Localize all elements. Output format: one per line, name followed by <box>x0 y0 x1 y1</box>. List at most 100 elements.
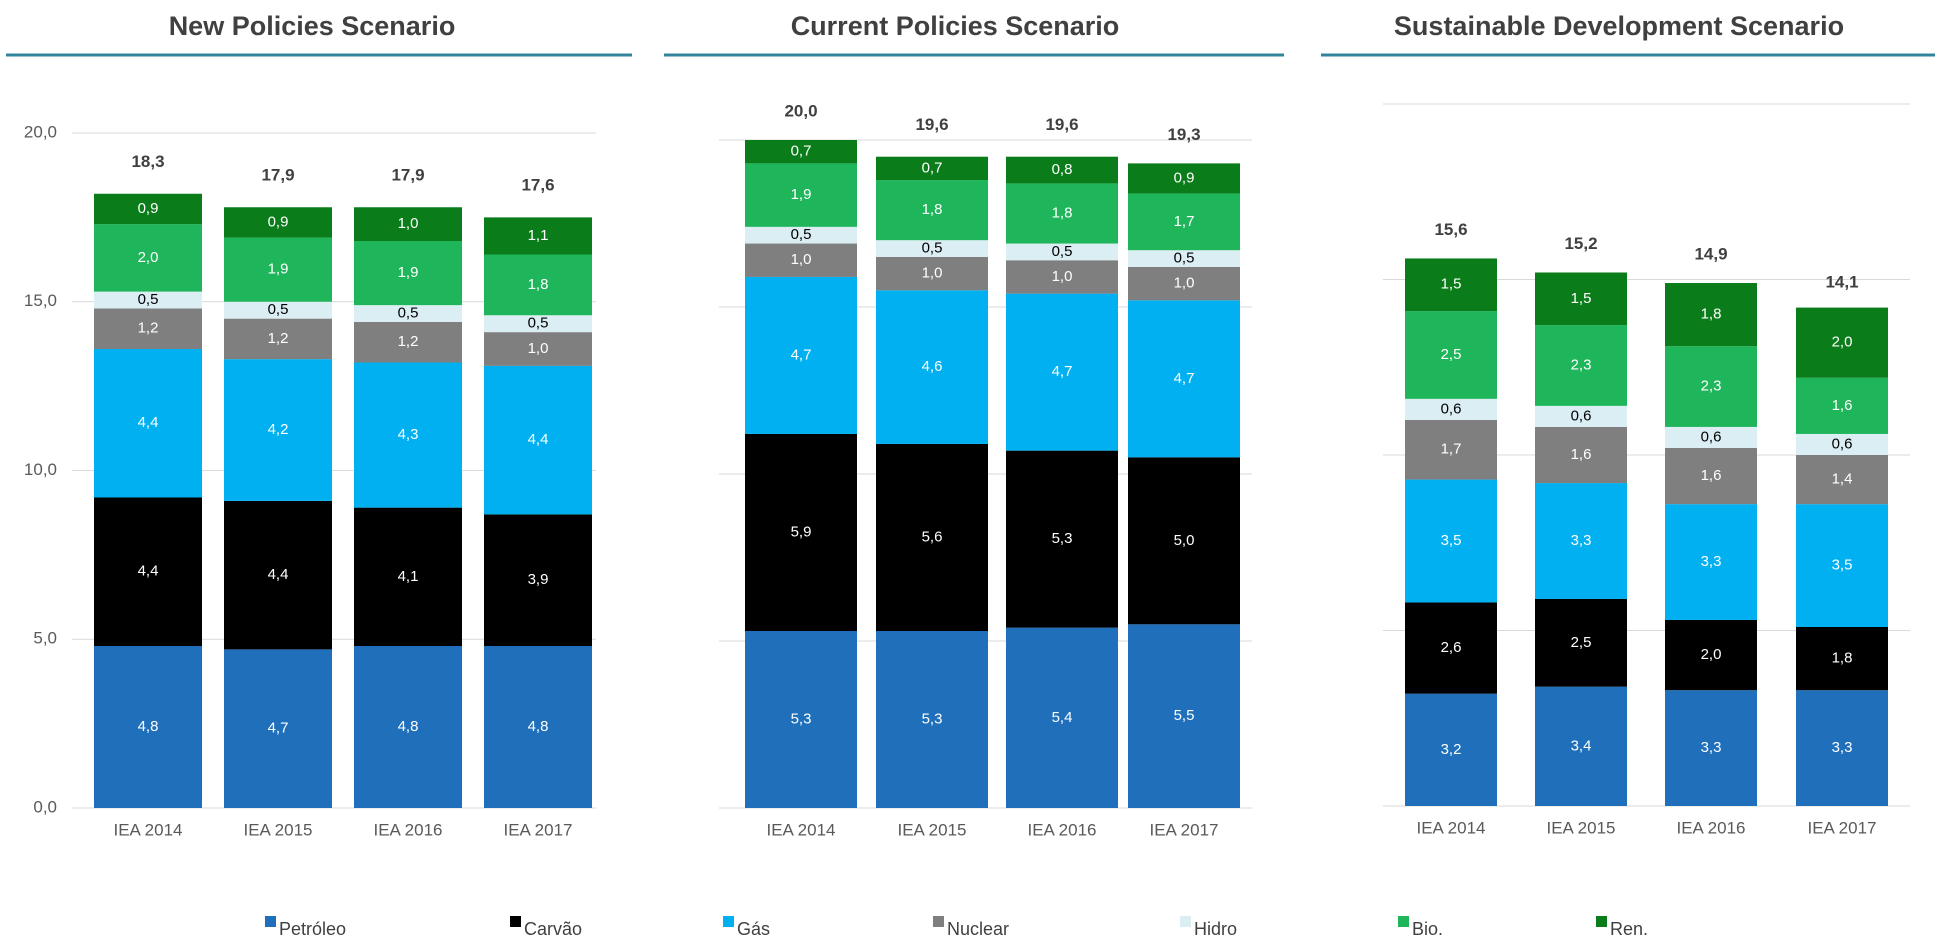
bar-segment <box>94 646 202 808</box>
segment-label: 0,6 <box>1571 407 1592 424</box>
total-label: 19,3 <box>1167 125 1200 144</box>
segment-label: 5,3 <box>1052 530 1073 547</box>
bar-segment <box>745 243 857 277</box>
segment-label: 1,2 <box>268 330 289 347</box>
segment-label: 4,7 <box>791 346 812 363</box>
segment-label: 1,6 <box>1571 446 1592 463</box>
y-tick-label: 10,0 <box>24 460 57 479</box>
segment-label: 5,3 <box>791 710 812 727</box>
y-tick-label: 5,0 <box>33 629 57 648</box>
y-tick-label: 20,0 <box>24 122 57 141</box>
segment-label: 2,5 <box>1441 346 1462 363</box>
bar-segment <box>224 359 332 501</box>
segment-label: 1,0 <box>791 251 812 268</box>
legend-swatch <box>1596 916 1607 927</box>
segment-label: 0,5 <box>922 240 943 257</box>
segment-label: 3,5 <box>1832 557 1853 574</box>
x-tick-label: IEA 2014 <box>1416 818 1485 837</box>
segment-label: 3,3 <box>1832 739 1853 756</box>
total-label: 17,9 <box>391 165 424 184</box>
chart-title: Sustainable Development Scenario <box>1394 11 1844 41</box>
legend-swatch <box>1180 916 1191 927</box>
bar-segment <box>1128 624 1240 808</box>
segment-label: 1,8 <box>1832 650 1853 667</box>
bar-segment <box>1405 479 1497 603</box>
bar-segment <box>354 305 462 322</box>
bar-segment <box>1665 690 1757 806</box>
x-tick-label: IEA 2015 <box>243 820 312 839</box>
bar-segment <box>876 290 988 444</box>
bar-segment <box>354 322 462 363</box>
segment-label: 3,5 <box>1441 532 1462 549</box>
y-tick-label: 0,0 <box>33 797 57 816</box>
bar-segment <box>354 362 462 508</box>
bar-segment <box>1128 457 1240 625</box>
legend-swatch <box>510 916 521 927</box>
bar-segment <box>745 433 857 631</box>
bar-segment <box>484 365 592 515</box>
segment-label: 0,7 <box>922 159 943 176</box>
bar-segment <box>1665 447 1757 505</box>
segment-label: 4,8 <box>398 718 419 735</box>
bar-segment <box>224 500 332 650</box>
segment-label: 1,7 <box>1174 213 1195 230</box>
segment-label: 5,6 <box>922 528 943 545</box>
bar-segment <box>876 443 988 631</box>
segment-label: 0,5 <box>138 291 159 308</box>
total-label: 17,6 <box>521 175 554 194</box>
bar-segment <box>1405 419 1497 480</box>
bar-segment <box>224 207 332 238</box>
segment-label: 1,0 <box>922 265 943 282</box>
x-tick-label: IEA 2017 <box>503 820 572 839</box>
segment-label: 0,5 <box>268 301 289 318</box>
segment-label: 0,5 <box>398 305 419 322</box>
segment-label: 3,4 <box>1571 737 1592 754</box>
segment-label: 4,4 <box>528 431 549 448</box>
segment-label: 0,5 <box>528 315 549 332</box>
bar-segment <box>1405 602 1497 694</box>
bar-segment <box>1535 426 1627 484</box>
segment-label: 1,6 <box>1701 467 1722 484</box>
segment-label: 2,3 <box>1571 356 1592 373</box>
bar-segment <box>1535 598 1627 687</box>
total-label: 17,9 <box>261 165 294 184</box>
segment-label: 3,3 <box>1571 532 1592 549</box>
segment-label: 1,7 <box>1441 441 1462 458</box>
bar-segment <box>1405 398 1497 420</box>
segment-label: 1,8 <box>922 201 943 218</box>
segment-label: 4,8 <box>528 718 549 735</box>
segment-label: 4,2 <box>268 421 289 438</box>
legend-label: Nuclear <box>947 919 1009 939</box>
legend-label: Hidro <box>1194 919 1237 939</box>
legend-swatch <box>265 916 276 927</box>
legend-label: Bio. <box>1412 919 1443 939</box>
segment-label: 2,0 <box>138 249 159 266</box>
total-label: 19,6 <box>1045 115 1078 134</box>
bar-segment <box>745 630 857 808</box>
segment-label: 4,3 <box>398 426 419 443</box>
segment-label: 1,8 <box>1052 204 1073 221</box>
segment-label: 4,7 <box>268 720 289 737</box>
bar-segment <box>1535 405 1627 427</box>
bar-segment <box>94 224 202 292</box>
legend-swatch <box>1398 916 1409 927</box>
bar-segment <box>1128 250 1240 267</box>
segment-label: 1,9 <box>791 186 812 203</box>
x-tick-label: IEA 2014 <box>113 820 182 839</box>
segment-label: 1,9 <box>398 264 419 281</box>
segment-label: 4,8 <box>138 718 159 735</box>
segment-label: 1,0 <box>398 215 419 232</box>
segment-label: 1,5 <box>1571 290 1592 307</box>
bar-segment <box>1535 686 1627 806</box>
segment-label: 0,9 <box>1174 169 1195 186</box>
legend-label: Ren. <box>1610 919 1648 939</box>
segment-label: 1,2 <box>138 320 159 337</box>
segment-label: 0,9 <box>268 213 289 230</box>
bar-segment <box>1665 504 1757 620</box>
segment-label: 0,6 <box>1701 428 1722 445</box>
bar-segment <box>1535 272 1627 326</box>
segment-label: 2,6 <box>1441 639 1462 656</box>
segment-label: 4,4 <box>138 563 159 580</box>
bar-segment <box>876 630 988 808</box>
segment-label: 3,3 <box>1701 739 1722 756</box>
